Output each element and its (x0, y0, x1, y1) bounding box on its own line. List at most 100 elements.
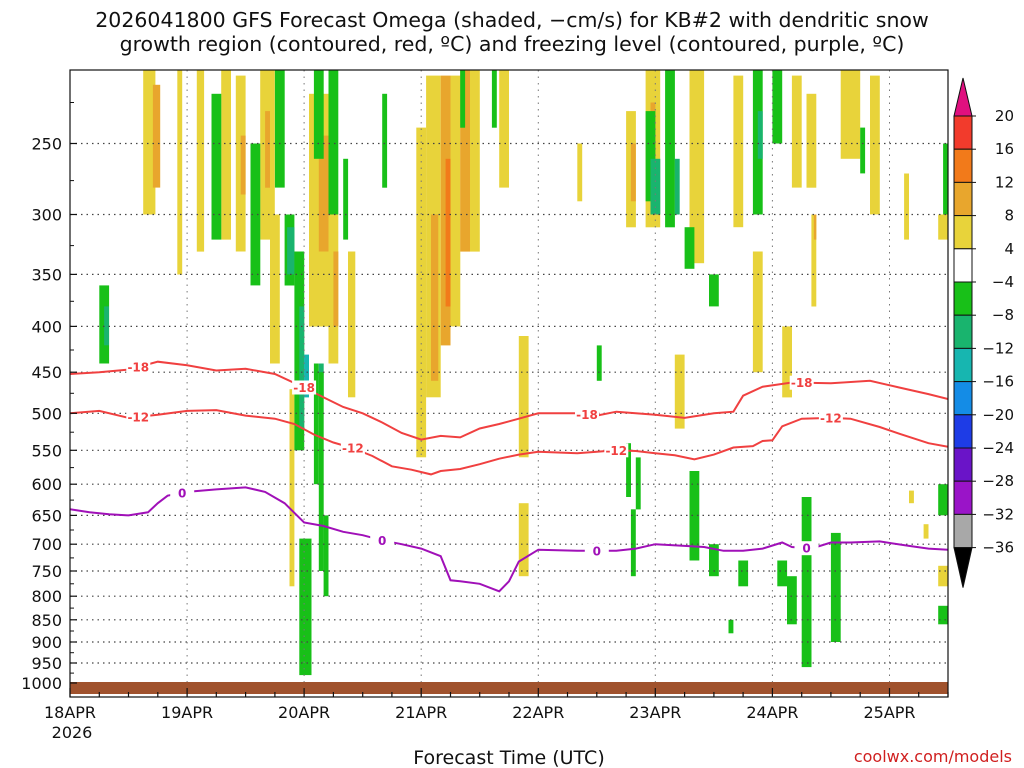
x-tick-label: 20APR (278, 703, 330, 722)
colorbar-label: −32 (982, 505, 1014, 523)
omega-cell (460, 70, 466, 128)
contour-label: 0 (593, 544, 601, 558)
colorbar: 20 16 12 8 4 −4 −8 −12 −16 −20 −24 −28 −32 −36 (953, 77, 1014, 588)
colorbar-label: −36 (982, 539, 1014, 557)
contour-label: -18 (576, 408, 598, 422)
colorbar-label: −24 (982, 439, 1014, 457)
omega-cell (177, 70, 183, 275)
colorbar-segment (953, 314, 973, 349)
colorbar-segment (953, 248, 973, 283)
y-tick-label: 600 (31, 475, 62, 494)
omega-cell (689, 471, 700, 561)
omega-cell (772, 70, 783, 144)
omega-cell (518, 336, 529, 458)
contour-label: 0 (378, 534, 386, 548)
colorbar-segment (953, 115, 973, 150)
colorbar-segment (953, 447, 973, 482)
colorbar-segment (953, 347, 973, 383)
omega-cell (287, 227, 295, 275)
contour-label-background (575, 407, 599, 422)
y-tick-label: 900 (31, 633, 62, 652)
y-tick-label: 300 (31, 206, 62, 225)
contour-label-background (584, 543, 609, 558)
omega-cell (450, 75, 461, 327)
omega-cell (104, 306, 109, 346)
contour-label-background (292, 380, 317, 395)
omega-cell (674, 158, 680, 215)
omega-shading (99, 70, 948, 676)
omega-cell (299, 306, 305, 429)
contour-label-background (818, 410, 843, 425)
colorbar-segment (953, 414, 973, 449)
x-tick-label: 22APR (512, 703, 564, 722)
chart-title-line-2: growth region (contoured, red, ºC) and f… (119, 32, 905, 56)
omega-cell (313, 363, 319, 485)
contour-label-background (126, 409, 151, 424)
omega-cell (938, 214, 948, 240)
omega-cell (830, 532, 841, 642)
omega-cell (240, 135, 246, 195)
omega-cell (904, 173, 909, 240)
colorbar-segment (953, 480, 973, 515)
omega-cell (909, 490, 914, 504)
contour-line (70, 486, 948, 593)
chart-title-line-1: 2026041800 GFS Forecast Omega (shaded, −… (95, 8, 929, 32)
contour-label: -12 (127, 410, 149, 424)
omega-cell (270, 214, 280, 364)
omega-cell (289, 389, 295, 587)
omega-cell (938, 484, 948, 516)
omega-cell (787, 576, 797, 625)
contour-label: -18 (293, 381, 315, 395)
x-axis-title: Forecast Time (UTC) (413, 747, 604, 768)
omega-cell (152, 84, 161, 188)
contour-line (70, 360, 948, 441)
colorbar-segment (953, 381, 973, 416)
omega-cell (752, 251, 763, 373)
omega-cell (923, 524, 929, 539)
omega-cell (665, 70, 675, 228)
contours: -18 -18 -18 -18 -12 -12 -12 -12 0 0 0 0 (70, 360, 948, 593)
y-tick-label: 800 (31, 587, 62, 606)
contour-label: -18 (791, 376, 813, 390)
omega-cell (143, 70, 156, 215)
omega-cell (938, 605, 948, 625)
contour-label-background (126, 360, 151, 374)
omega-cell (943, 143, 948, 215)
omega-cell (382, 93, 388, 188)
y-tick-label: 400 (31, 317, 62, 336)
contour-label-background (604, 443, 629, 458)
omega-cell (313, 70, 324, 159)
contour-label-background (794, 541, 819, 556)
contour-label: -12 (605, 444, 627, 458)
omega-cell (811, 214, 817, 307)
colorbar-label: −16 (982, 373, 1014, 391)
omega-cell (460, 70, 470, 252)
y-tick-label: 850 (31, 611, 62, 630)
omega-cell (250, 143, 261, 286)
colorbar-label: 8 (1004, 207, 1014, 225)
omega-cell (323, 515, 329, 597)
y-axis: 250 300 350 400 450 500 550 600 650 700 750 800 850 9… (21, 102, 77, 693)
omega-cell (518, 503, 529, 577)
omega-cell (645, 111, 656, 202)
omega-cell (626, 443, 631, 497)
omega-cell (674, 354, 685, 429)
x-tick-label: 19APR (161, 703, 213, 722)
omega-cell (577, 143, 583, 202)
omega-cell (318, 135, 329, 252)
omega-cell (343, 158, 349, 240)
omega-cell (782, 326, 792, 398)
colorbar-segment (953, 181, 973, 217)
colorbar-label: 4 (1004, 240, 1014, 258)
chart-title: 2026041800 GFS Forecast Omega (shaded, −… (0, 8, 1024, 56)
x-tick-label: 21APR (395, 703, 447, 722)
y-tick-label: 450 (31, 363, 62, 382)
omega-cell (791, 75, 802, 188)
omega-cell (630, 509, 636, 577)
colorbar-label: −4 (992, 273, 1014, 291)
omega-cell (689, 70, 705, 264)
terrain-band (70, 682, 948, 694)
omega-cell (445, 158, 451, 307)
omega-cell (684, 227, 695, 269)
